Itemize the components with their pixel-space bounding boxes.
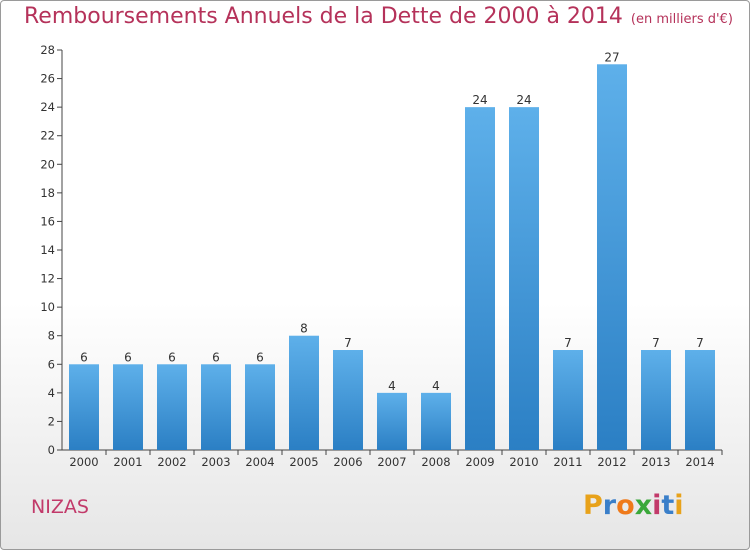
bar: [157, 364, 187, 450]
logo-letter: i: [652, 490, 662, 521]
y-tick-label: 2: [48, 414, 55, 428]
chart-title: Remboursements Annuels de la Dette de 20…: [24, 4, 733, 29]
proxiti-logo: Proxiti: [583, 490, 684, 521]
y-tick-label: 4: [48, 386, 55, 400]
bar-value-label: 6: [212, 350, 220, 364]
bar: [597, 64, 627, 451]
commune-name: NIZAS: [31, 496, 89, 518]
bar-value-label: 4: [388, 379, 396, 393]
x-tick-label: 2006: [333, 455, 362, 469]
y-tick-label: 16: [40, 214, 55, 228]
logo-letter: P: [583, 490, 603, 521]
bar-value-label: 6: [80, 350, 88, 364]
logo-letter: x: [634, 490, 653, 521]
chart-subtitle: (en milliers d'€): [630, 12, 733, 27]
y-tick-label: 24: [40, 100, 55, 114]
y-tick-label: 28: [40, 43, 55, 57]
x-tick-label: 2009: [465, 455, 494, 469]
bar-value-label: 7: [344, 336, 352, 350]
logo-letter: i: [674, 490, 684, 521]
bar: [289, 335, 319, 450]
bar-value-label: 24: [516, 93, 531, 107]
x-tick-label: 2010: [509, 455, 538, 469]
bar-value-label: 7: [652, 336, 660, 350]
bar-value-label: 6: [168, 350, 176, 364]
y-tick-label: 14: [40, 243, 55, 257]
logo-letter: o: [616, 490, 635, 521]
x-tick-label: 2004: [245, 455, 274, 469]
bar-value-label: 24: [472, 93, 487, 107]
bar-value-label: 7: [696, 336, 704, 350]
y-tick-label: 26: [40, 72, 55, 86]
bar: [201, 364, 231, 450]
x-tick-label: 2000: [69, 455, 98, 469]
y-tick-label: 8: [48, 329, 55, 343]
x-tick-label: 2007: [377, 455, 406, 469]
bar-value-label: 7: [564, 336, 572, 350]
bar: [685, 350, 715, 450]
x-tick-label: 2008: [421, 455, 450, 469]
x-tick-label: 2013: [641, 455, 670, 469]
y-tick-label: 10: [40, 300, 55, 314]
y-tick-label: 6: [48, 357, 55, 371]
bar-value-label: 27: [604, 50, 619, 64]
bar-value-label: 4: [432, 379, 440, 393]
y-tick-label: 20: [40, 157, 55, 171]
bar: [245, 364, 275, 450]
y-tick-label: 0: [48, 443, 55, 457]
x-tick-label: 2012: [597, 455, 626, 469]
bar: [465, 107, 495, 451]
y-tick-label: 12: [40, 272, 55, 286]
chart-bar-labels: 6 6 6 6 6 8 7 4 4 24 24 7 27 7 7: [80, 50, 704, 393]
x-tick-label: 2002: [157, 455, 186, 469]
x-tick-label: 2003: [201, 455, 230, 469]
bar: [509, 107, 539, 451]
chart-bars: [69, 64, 715, 451]
bar: [377, 392, 407, 450]
x-tick-label: 2014: [685, 455, 714, 469]
bar: [553, 350, 583, 450]
bar-value-label: 6: [124, 350, 132, 364]
bar: [333, 350, 363, 450]
y-tick-label: 22: [40, 129, 55, 143]
bar-value-label: 8: [300, 322, 308, 336]
y-tick-label: 18: [40, 186, 55, 200]
logo-letter: r: [602, 490, 617, 521]
logo-letter: t: [661, 490, 675, 521]
x-tick-label: 2011: [553, 455, 582, 469]
bar: [641, 350, 671, 450]
bar: [113, 364, 143, 450]
bar-value-label: 6: [256, 350, 264, 364]
bar: [69, 364, 99, 450]
bar: [421, 392, 451, 450]
chart-title-text: Remboursements Annuels de la Dette de 20…: [24, 4, 623, 29]
x-tick-label: 2001: [113, 455, 142, 469]
x-tick-label: 2005: [289, 455, 318, 469]
